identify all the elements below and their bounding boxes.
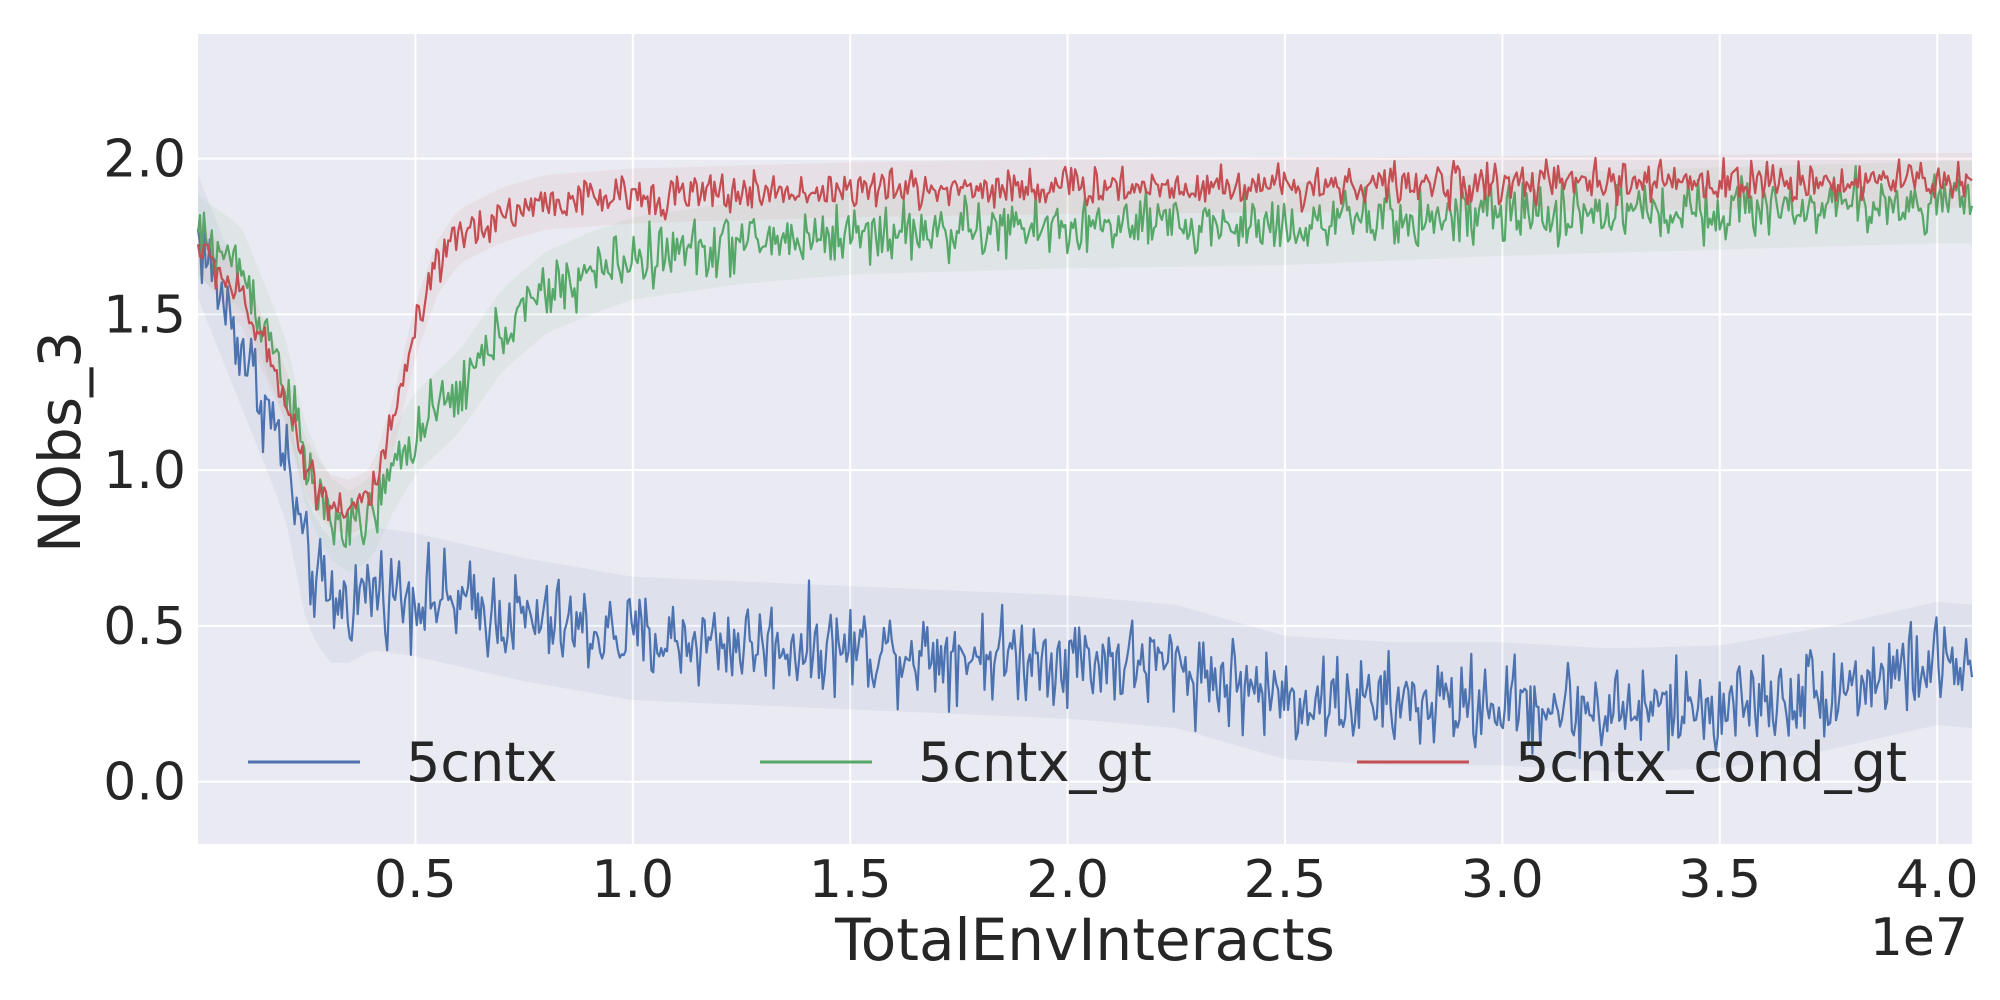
x-tick-label: 1.5 <box>809 850 892 910</box>
grid <box>198 34 1972 844</box>
legend-label: 5cntx_gt <box>918 731 1152 794</box>
x-tick-label: 4.0 <box>1896 850 1979 910</box>
series-5cntx <box>196 174 1974 772</box>
legend-item: 5cntx <box>248 731 557 794</box>
series-5cntx_cond_gt <box>196 153 1973 535</box>
legend-item: 5cntx_cond_gt <box>1357 731 1907 794</box>
x-tick-label: 0.5 <box>374 850 457 910</box>
x-tick-label: 3.5 <box>1678 850 1761 910</box>
x-tick-label: 2.5 <box>1244 850 1327 910</box>
series-layer <box>196 153 1974 772</box>
series-line <box>196 228 1974 760</box>
x-axis-ticks: 0.5 1.0 1.5 2.0 2.5 3.0 3.5 4.0 <box>374 850 1979 910</box>
y-axis-label: NObs_3 <box>26 331 94 553</box>
series-band <box>198 153 1972 535</box>
y-tick-label: 1.0 <box>103 441 186 501</box>
y-tick-label: 2.0 <box>103 130 186 190</box>
x-axis-offset-label: 1e7 <box>1870 908 1968 968</box>
legend-item: 5cntx_gt <box>760 731 1152 794</box>
x-tick-label: 3.0 <box>1461 850 1544 910</box>
legend-label: 5cntx_cond_gt <box>1515 731 1907 794</box>
x-axis-label: TotalEnvInteracts <box>834 906 1335 974</box>
plot-background <box>198 34 1972 844</box>
y-tick-label: 0.0 <box>103 753 186 813</box>
y-axis-ticks: 0.0 0.5 1.0 1.5 2.0 <box>103 130 186 813</box>
x-tick-label: 2.0 <box>1026 850 1109 910</box>
series-line <box>196 156 1973 522</box>
y-tick-label: 1.5 <box>103 285 186 345</box>
legend: 5cntx 5cntx_gt 5cntx_cond_gt <box>248 731 1907 794</box>
y-tick-label: 0.5 <box>103 597 186 657</box>
legend-label: 5cntx <box>406 731 557 794</box>
x-tick-label: 1.0 <box>591 850 674 910</box>
